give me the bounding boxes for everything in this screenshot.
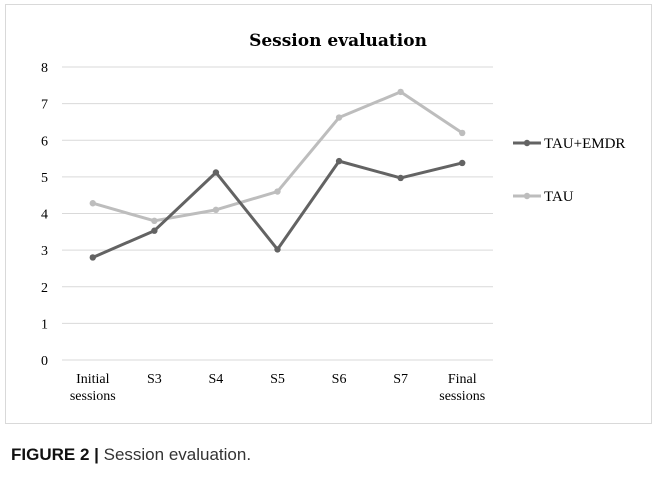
figure-caption-label: FIGURE 2 | xyxy=(11,445,99,464)
x-tick-label: S6 xyxy=(332,372,347,387)
x-tick-label: Initial sessions xyxy=(70,372,116,404)
series-tau xyxy=(89,88,466,225)
x-tick-label: S5 xyxy=(270,372,285,387)
series-line-tau-emdr xyxy=(92,159,463,259)
series-tau-emdr xyxy=(89,157,466,261)
y-tick-label: 6 xyxy=(41,134,48,149)
data-point-tau xyxy=(274,188,281,195)
legend: TAU+EMDR TAU xyxy=(513,136,625,205)
data-point-tau xyxy=(397,88,404,96)
y-tick-label: 7 xyxy=(41,98,48,113)
data-point-tau-emdr xyxy=(459,159,466,167)
data-point-tau-emdr xyxy=(335,157,343,165)
y-tick-label: 1 xyxy=(41,317,48,332)
chart-title: Session evaluation xyxy=(249,31,427,51)
data-point-tau xyxy=(212,206,220,214)
gridlines xyxy=(62,66,493,361)
data-point-tau xyxy=(89,200,96,207)
data-point-tau-emdr xyxy=(397,174,404,182)
data-point-tau-emdr xyxy=(274,246,281,253)
series-lines xyxy=(89,88,466,261)
data-point-tau xyxy=(335,114,343,121)
data-point-tau xyxy=(151,217,158,225)
legend-marker xyxy=(523,192,531,200)
series-line-tau xyxy=(92,90,464,223)
x-axis-tick-labels: Initial sessions S3 S4 S5 S6 S7 Final sessions xyxy=(70,372,485,404)
x-tick-label: S4 xyxy=(209,372,224,387)
y-tick-label: 8 xyxy=(41,61,48,76)
y-tick-label: 5 xyxy=(41,171,48,186)
data-point-tau-emdr xyxy=(89,254,96,261)
y-tick-label: 3 xyxy=(41,244,48,259)
legend-label: TAU+EMDR xyxy=(544,136,625,152)
legend-marker xyxy=(523,139,531,147)
data-point-tau-emdr xyxy=(212,169,220,176)
y-tick-label: 0 xyxy=(41,354,48,369)
x-tick-label: Final sessions xyxy=(439,372,485,404)
figure-caption: FIGURE 2 | Session evaluation. xyxy=(11,445,251,465)
data-point-tau xyxy=(459,129,466,137)
x-tick-label: S7 xyxy=(393,372,408,387)
y-tick-label: 4 xyxy=(41,208,48,223)
x-tick-label: S3 xyxy=(147,372,162,387)
y-axis-tick-labels: 0 1 2 3 4 5 6 7 8 xyxy=(41,61,48,369)
figure-caption-text: Session evaluation. xyxy=(98,445,252,464)
legend-label: TAU xyxy=(544,189,574,205)
legend-item-tau: TAU xyxy=(513,189,574,205)
legend-item-tau-emdr: TAU+EMDR xyxy=(513,136,625,152)
data-point-tau-emdr xyxy=(151,227,158,234)
y-tick-label: 2 xyxy=(41,281,48,296)
